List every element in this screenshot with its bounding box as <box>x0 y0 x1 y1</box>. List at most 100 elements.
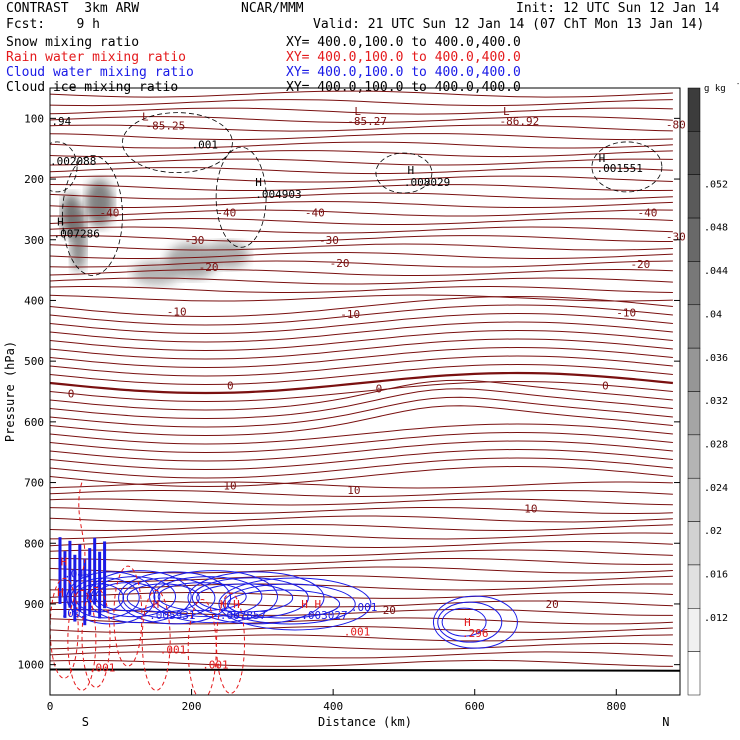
extrema-label: .002088 <box>50 155 96 168</box>
temperature-contour-line <box>50 498 673 506</box>
temperature-label: -10 <box>616 307 636 320</box>
temperature-contour-line <box>50 285 673 293</box>
extrema-label: .001551 <box>596 162 642 175</box>
extrema-label: L <box>354 105 361 118</box>
cloud-ice-contour <box>375 152 433 194</box>
cloud-water-contour <box>118 571 232 625</box>
cloud-water-contour <box>218 577 372 631</box>
temperature-contour-line <box>50 304 673 326</box>
extrema-label: .007857 <box>220 609 266 622</box>
cloud-water-contour <box>157 582 247 612</box>
temperature-label: 0 <box>376 382 383 395</box>
x-tick-label: 400 <box>323 700 343 713</box>
rain-water-contour <box>187 598 217 695</box>
y-tick-label: 100 <box>24 112 44 125</box>
cloud-water-contour <box>75 583 125 613</box>
temperature-contour-line <box>50 379 673 411</box>
field-rain-label: Rain water mixing ratio <box>6 50 187 65</box>
y-tick-label: 400 <box>24 294 44 307</box>
temperature-contour-line <box>50 133 673 141</box>
extrema-label: .296 <box>462 627 489 640</box>
cloud-water-core <box>68 540 72 608</box>
extrema-label: H H <box>220 598 240 611</box>
temperature-contour-line <box>50 541 673 549</box>
temperature-label: 0 <box>602 379 609 392</box>
cloud-water-contour <box>126 583 200 613</box>
temperature-label: 10 <box>347 484 360 497</box>
colorbar-swatch <box>687 477 701 522</box>
temperature-contour-line <box>50 431 673 454</box>
extrema-label: .049 <box>64 568 91 581</box>
extrema-label: H H <box>301 598 321 611</box>
temperature-contour-line <box>50 626 673 633</box>
extrema-label: .94 <box>51 115 71 128</box>
colorbar-label: .024 <box>704 483 728 494</box>
temperature-contour-line <box>50 321 673 343</box>
colorbar-swatch <box>687 347 701 392</box>
temperature-contour-line <box>50 277 673 285</box>
rain-water-contour <box>67 589 97 691</box>
cloud-water-contour <box>196 583 294 613</box>
temperature-label: -40 <box>100 206 120 219</box>
header-center: NCAR/MMM <box>241 1 304 16</box>
temperature-contour-line <box>50 440 673 462</box>
y-tick-label: 900 <box>24 598 44 611</box>
plot-frame <box>49 87 681 696</box>
colorbar-swatch <box>687 131 701 175</box>
colorbar-label: .032 <box>704 396 728 407</box>
temperature-contour-line <box>50 167 673 175</box>
temperature-contour-line <box>50 268 673 276</box>
colorbar-label: .036 <box>704 353 728 364</box>
colorbar-swatch <box>687 391 701 436</box>
field-rain-xy: XY= 400.0,100.0 to 400.0,400.0 <box>286 50 521 65</box>
temperature-label: -30 <box>184 234 204 247</box>
cloud-water-contour <box>86 570 192 624</box>
cloud-water-contour <box>191 577 309 619</box>
temperature-contour-line <box>50 90 673 98</box>
colorbar-label: .052 <box>704 179 728 190</box>
cloud-water-contour <box>432 595 518 649</box>
y-tick-label: 200 <box>24 173 44 186</box>
hydrometeor-contours <box>50 112 663 695</box>
temperature-contour-line <box>50 329 673 352</box>
colorbar-label: .04 <box>704 309 722 320</box>
temperature-contour-line <box>50 338 673 360</box>
ground-line <box>50 668 680 672</box>
colorbar-swatch <box>687 651 701 696</box>
temperature-contour-line <box>50 355 673 377</box>
temperature-contour-line <box>50 651 673 659</box>
cloud-ice-contour <box>591 141 663 193</box>
field-snow-label: Snow mixing ratio <box>6 35 140 50</box>
extrema-label: .005931 <box>149 609 195 622</box>
extrema-label: .001 <box>61 607 88 620</box>
cloud-water-core <box>88 548 92 615</box>
cloud-ice-contour <box>62 155 123 276</box>
temperature-contour-line <box>50 575 673 583</box>
cloud-ice-contour <box>122 112 233 174</box>
temperature-label: -20 <box>199 261 219 274</box>
temperature-contour-line <box>50 642 673 650</box>
temperature-contour-line <box>50 457 673 479</box>
temperature-label: -20 <box>630 258 650 271</box>
cloud-water-contour <box>441 607 487 637</box>
temperature-contour-line <box>50 294 673 302</box>
temperature-contour-line <box>50 141 673 149</box>
rain-water-contour <box>216 592 246 694</box>
cloud-water-core <box>78 544 82 612</box>
temperature-contour-line <box>50 184 673 191</box>
temperature-contour-line <box>50 405 673 437</box>
cloud-water-contour <box>95 582 161 612</box>
colorbar-swatch <box>687 304 701 349</box>
temperature-contour-line <box>50 388 673 420</box>
x-tick-label: 200 <box>182 700 202 713</box>
colorbar-swatch <box>687 434 701 479</box>
extrema-label: .001 <box>89 662 116 675</box>
temperature-contour-line <box>50 659 673 667</box>
temperature-contour-line <box>50 217 673 225</box>
cloud-water-contour <box>66 571 156 625</box>
extrema-label: -86.92 <box>499 115 539 128</box>
temperature-contour-line <box>50 507 673 515</box>
contour-labels: -80 -40 -40 -40 -40 -30 -30 -30 -20 -20 -20 -10 -10 -… <box>50 105 686 675</box>
temperature-contour-line <box>50 465 673 488</box>
